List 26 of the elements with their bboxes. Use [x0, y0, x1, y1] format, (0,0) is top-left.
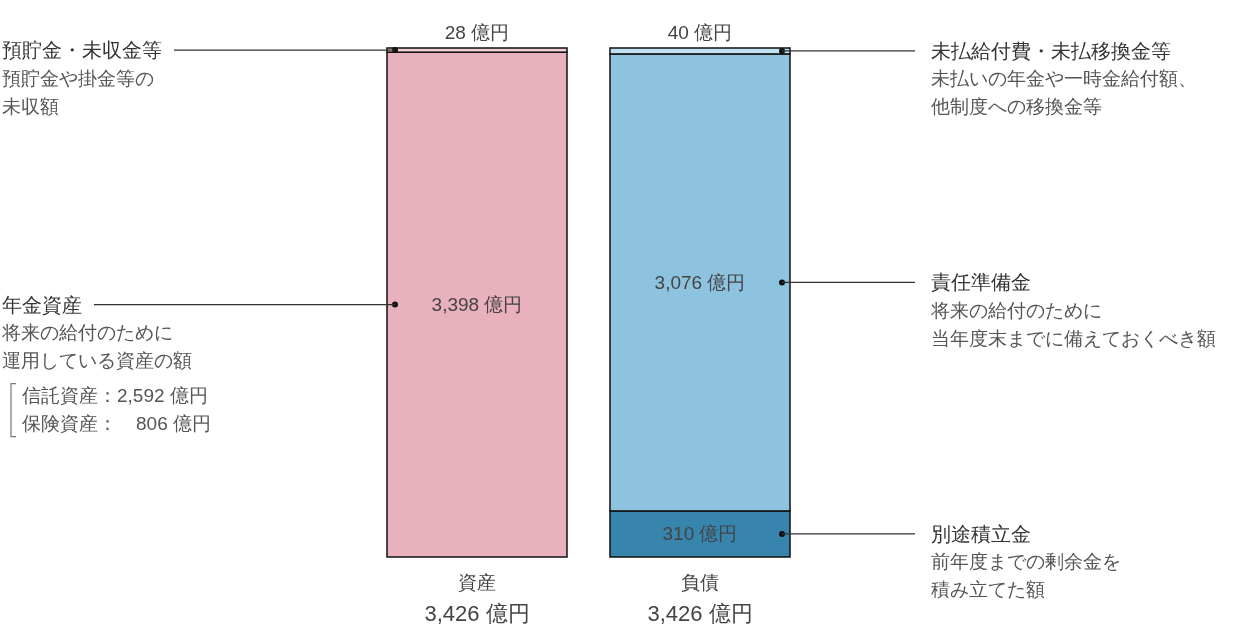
- series-name: 責任準備金: [931, 271, 1031, 294]
- annotation: 信託資産：2,592 億円: [22, 385, 208, 407]
- annotation: 他制度への移換金等: [931, 96, 1102, 118]
- annotation: 保険資産： 806 億円: [22, 413, 211, 435]
- series-name: 未払給付費・未払移換金等: [931, 39, 1171, 62]
- annotation: 預貯金や掛金等の: [2, 67, 154, 89]
- series-name: 年金資産: [2, 293, 82, 316]
- data-label: 40 億円: [667, 21, 733, 43]
- data-label: 3,076 億円: [654, 271, 746, 293]
- data-label: 28 億円: [444, 21, 510, 43]
- data-label: 310 億円: [662, 523, 738, 545]
- annotation: 将来の給付のために: [931, 299, 1102, 321]
- total: 3,426 億円: [647, 600, 753, 626]
- annotation: 前年度までの剰余金を: [931, 551, 1121, 573]
- annotation: 当年度末までに備えておくべき額: [931, 327, 1216, 349]
- annotation: 未収額: [2, 95, 59, 117]
- series-name: 別途積立金: [931, 522, 1031, 545]
- category-label: 資産: [458, 571, 496, 593]
- annotation: 積み立てた額: [931, 579, 1045, 601]
- total: 3,426 億円: [424, 600, 530, 626]
- data-label: 3,398 億円: [431, 294, 523, 316]
- annotation: 将来の給付のために: [2, 322, 173, 344]
- annotation: 運用している資産の額: [2, 350, 192, 372]
- annotation: 未払いの年金や一時金給付額、: [931, 68, 1197, 90]
- series-name: 預貯金・未収金等: [2, 39, 162, 62]
- category-label: 負債: [681, 571, 719, 593]
